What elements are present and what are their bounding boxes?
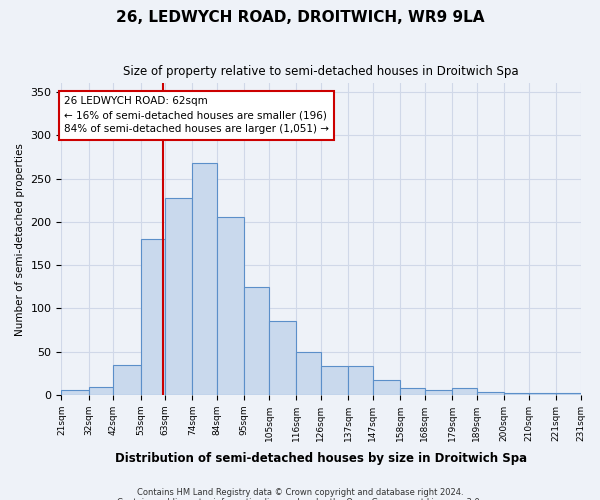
Bar — [373, 380, 400, 395]
Text: Contains HM Land Registry data © Crown copyright and database right 2024.: Contains HM Land Registry data © Crown c… — [137, 488, 463, 497]
Bar — [400, 388, 425, 395]
Bar — [452, 388, 476, 395]
Bar — [193, 163, 217, 395]
Bar — [217, 218, 244, 395]
Text: 26, LEDWYCH ROAD, DROITWICH, WR9 9LA: 26, LEDWYCH ROAD, DROITWICH, WR9 9LA — [116, 10, 484, 25]
Bar — [113, 364, 140, 395]
Text: Contains public sector information licensed under the Open Government Licence v3: Contains public sector information licen… — [118, 498, 482, 500]
Bar — [529, 393, 556, 395]
Bar — [61, 390, 89, 395]
Bar — [244, 286, 269, 395]
Bar — [140, 239, 165, 395]
Text: 26 LEDWYCH ROAD: 62sqm
← 16% of semi-detached houses are smaller (196)
84% of se: 26 LEDWYCH ROAD: 62sqm ← 16% of semi-det… — [64, 96, 329, 134]
Bar — [321, 366, 348, 395]
X-axis label: Distribution of semi-detached houses by size in Droitwich Spa: Distribution of semi-detached houses by … — [115, 452, 527, 465]
Bar — [348, 366, 373, 395]
Y-axis label: Number of semi-detached properties: Number of semi-detached properties — [15, 142, 25, 336]
Bar — [476, 392, 504, 395]
Bar — [165, 198, 193, 395]
Bar — [296, 352, 321, 395]
Bar — [89, 387, 113, 395]
Bar — [556, 393, 581, 395]
Bar — [504, 393, 529, 395]
Title: Size of property relative to semi-detached houses in Droitwich Spa: Size of property relative to semi-detach… — [123, 65, 519, 78]
Bar — [425, 390, 452, 395]
Bar — [269, 322, 296, 395]
